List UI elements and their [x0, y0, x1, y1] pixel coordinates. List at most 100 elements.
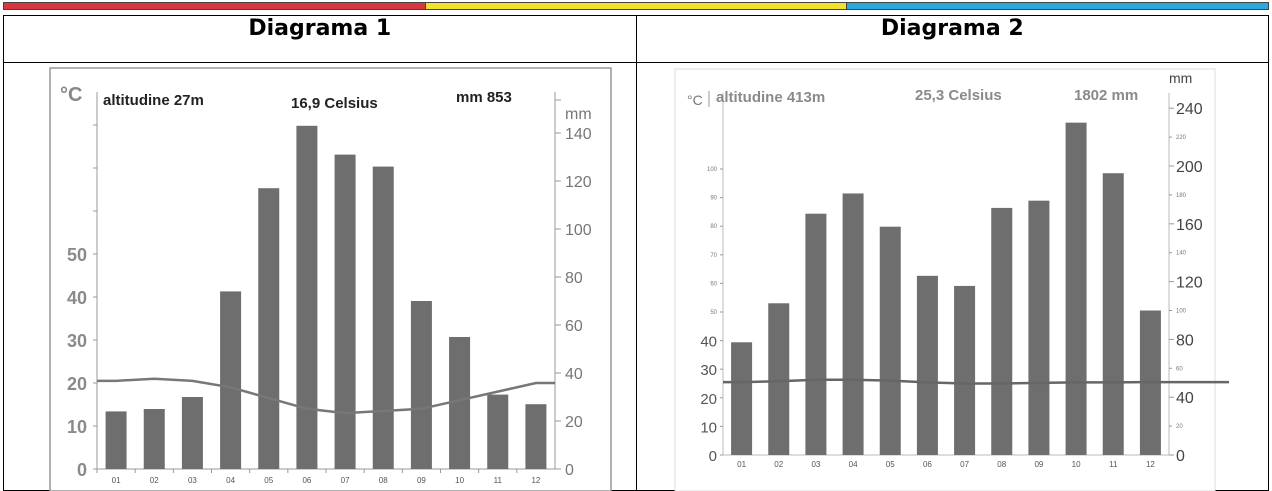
precip-bar	[220, 291, 242, 469]
precip-bar	[879, 226, 901, 455]
x-tick-label: 01	[737, 460, 746, 469]
x-tick-label: 10	[455, 476, 464, 485]
y-left-tick-label: 20	[700, 391, 717, 408]
precip-bar	[258, 188, 280, 469]
x-tick-label: 04	[226, 476, 235, 485]
y-left-tick-label: 30	[700, 362, 717, 379]
y-right-minor-tick-label: 100	[1176, 309, 1187, 315]
y-right-minor-tick-label: 180	[1176, 193, 1187, 199]
precip-bar	[487, 394, 509, 469]
unit-left-label: °C	[60, 84, 82, 106]
x-tick-label: 03	[811, 460, 820, 469]
precip-bar	[334, 154, 356, 469]
temperature-label: 16,9 Celsius	[291, 95, 378, 112]
y-right-tick-label: 200	[1176, 159, 1203, 176]
x-tick-label: 08	[997, 460, 1006, 469]
y-left-tick-label: 20	[67, 374, 87, 394]
x-tick-label: 05	[264, 476, 273, 485]
y-left-tick-label: 30	[67, 331, 87, 351]
y-right-minor-tick-label: 220	[1176, 135, 1187, 141]
y-right-tick-label: 160	[1176, 217, 1203, 234]
diagram-1-header: Diagrama 1	[3, 15, 637, 63]
y-left-tick-label: 50	[67, 245, 87, 265]
y-left-minor-tick-label: 70	[710, 253, 717, 259]
y-right-tick-label: 80	[1176, 332, 1194, 349]
precip-bar	[1102, 173, 1124, 455]
y-left-tick-label: 0	[708, 448, 716, 465]
y-right-tick-label: 120	[565, 174, 592, 191]
y-right-tick-label: 40	[1176, 390, 1194, 407]
precip-bar	[804, 213, 826, 455]
diagram-table: Diagrama 1 Diagrama 2 0 10 20 30 40 50 0 20 40 60…	[3, 15, 1269, 491]
precip-bar	[372, 166, 394, 469]
x-tick-label: 09	[1034, 460, 1043, 469]
x-tick-label: 12	[1145, 460, 1154, 469]
precip-bar	[842, 193, 864, 455]
precipitation-label: 1802 mm	[1074, 87, 1138, 104]
diagram-2-cell: 0 10 20 30 40 50 60 70 80 90 100 0 40 80 120 160 200 240 2…	[635, 62, 1269, 491]
x-tick-label: 01	[112, 476, 121, 485]
y-left-minor-tick-label: 80	[710, 224, 717, 230]
temperature-label: 25,3 Celsius	[915, 87, 1002, 104]
x-tick-label: 07	[341, 476, 350, 485]
precip-bar	[449, 337, 471, 469]
precipitation-label: mm 853	[456, 89, 512, 106]
precip-bar	[916, 275, 938, 455]
temperature-line	[722, 378, 1229, 385]
temperature-line	[97, 377, 555, 415]
unit-right-label: mm	[565, 106, 592, 123]
y-left-minor-tick-label: 90	[710, 196, 717, 202]
y-right-tick-label: 240	[1176, 101, 1203, 118]
y-left-tick-label: 10	[67, 417, 87, 437]
x-tick-label: 07	[960, 460, 969, 469]
y-left-tick-label: 40	[700, 334, 717, 351]
climate-chart-2: 0102030405060708090100040801201602002402…	[674, 68, 1229, 491]
y-right-tick-label: 120	[1176, 275, 1203, 292]
precip-bar	[105, 411, 127, 469]
x-tick-label: 12	[531, 476, 540, 485]
precip-bar	[767, 303, 789, 455]
altitude-label: altitudine 413m	[716, 89, 825, 106]
chart-frame	[49, 67, 612, 491]
precip-bar	[410, 301, 432, 469]
x-tick-label: 06	[302, 476, 311, 485]
precip-bar	[181, 397, 203, 469]
x-tick-label: 03	[188, 476, 197, 485]
x-tick-label: 02	[774, 460, 783, 469]
stripe-yellow	[425, 3, 848, 9]
y-right-tick-label: 60	[565, 318, 583, 335]
x-tick-label: 11	[1109, 460, 1118, 469]
x-tick-label: 02	[150, 476, 159, 485]
x-tick-label: 11	[494, 476, 503, 485]
x-tick-label: 04	[848, 460, 857, 469]
x-tick-label: 06	[922, 460, 931, 469]
y-right-minor-tick-label: 140	[1176, 251, 1187, 257]
unit-right-label: mm	[1169, 70, 1192, 86]
precip-bar	[525, 404, 547, 469]
y-left-minor-tick-label: 60	[710, 281, 717, 287]
y-right-tick-label: 0	[565, 462, 574, 479]
precip-bar	[953, 285, 975, 455]
y-right-tick-label: 40	[565, 366, 583, 383]
y-right-tick-label: 80	[565, 270, 583, 287]
stripe-red	[4, 3, 426, 9]
stripe-blue	[847, 3, 1269, 9]
climate-chart-1: 0 10 20 30 40 50 0 20 40 60 80 100 120 140 01 02 03 04 05 0…	[49, 67, 612, 491]
x-tick-label: 08	[379, 476, 388, 485]
altitude-label: altitudine 27m	[103, 92, 204, 109]
precip-bar	[296, 125, 318, 470]
precip-bar	[1027, 200, 1049, 455]
y-left-tick-label: 40	[67, 288, 87, 308]
diagram-2-header: Diagrama 2	[635, 15, 1269, 63]
diagram-1-cell: 0 10 20 30 40 50 0 20 40 60 80 100 120 140 01 02 03 04 05 0…	[3, 62, 637, 491]
y-right-tick-label: 0	[1176, 448, 1185, 465]
y-right-tick-label: 20	[565, 414, 583, 431]
y-right-tick-label: 140	[565, 126, 592, 143]
precip-bar	[143, 409, 165, 469]
x-tick-label: 09	[417, 476, 426, 485]
unit-left-label: °C	[687, 92, 703, 108]
y-right-minor-tick-label: 60	[1176, 366, 1183, 372]
y-left-minor-tick-label: 50	[710, 310, 717, 316]
precip-bar	[990, 207, 1012, 455]
y-left-minor-tick-label: 100	[706, 167, 717, 173]
